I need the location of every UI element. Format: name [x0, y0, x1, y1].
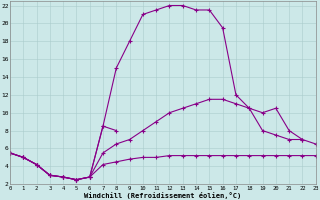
X-axis label: Windchill (Refroidissement éolien,°C): Windchill (Refroidissement éolien,°C) [84, 192, 242, 199]
